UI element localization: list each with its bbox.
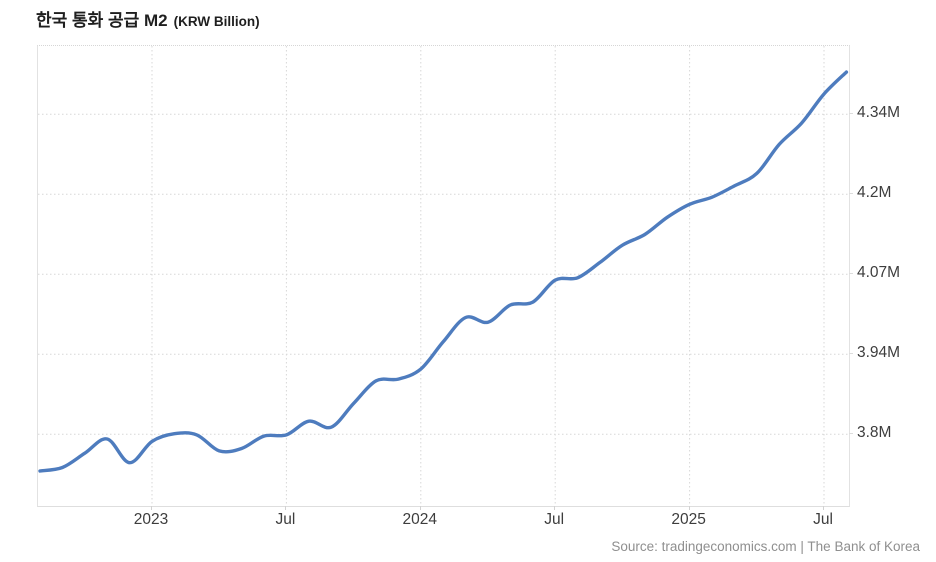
y-axis-label: 4.2M	[857, 184, 892, 202]
x-axis-tick	[285, 506, 287, 510]
y-axis-label: 4.34M	[857, 104, 901, 122]
x-axis-tick	[419, 506, 421, 510]
x-axis-label: Jul	[813, 511, 833, 528]
chart-title-text: 한국 통화 공급 M2	[36, 11, 168, 30]
x-axis-label: 2023	[133, 511, 169, 528]
x-axis-tick	[823, 506, 824, 510]
y-axis-tick	[849, 433, 853, 435]
m2-line-series	[38, 70, 849, 473]
plot-area[interactable]	[37, 45, 850, 507]
x-axis-tick	[688, 506, 690, 510]
source-attribution: Source: tradingeconomics.com | The Bank …	[611, 539, 920, 554]
y-axis-label: 3.94M	[857, 344, 901, 362]
chart-canvas[interactable]	[38, 46, 849, 506]
chart-title: 한국 통화 공급 M2 (KRW Billion)	[36, 6, 260, 31]
x-axis-tick	[151, 506, 152, 510]
y-axis-tick	[849, 113, 853, 115]
y-axis-label: 4.07M	[857, 264, 901, 282]
y-axis-tick	[849, 193, 853, 195]
x-axis-label: Jul	[544, 511, 565, 528]
y-axis-tick	[849, 273, 853, 275]
x-axis-tick	[554, 506, 556, 510]
x-axis-label: 2024	[402, 511, 438, 528]
y-axis-tick	[849, 353, 853, 355]
x-axis-label: Jul	[275, 511, 296, 528]
chart-title-unit: (KRW Billion)	[173, 14, 260, 29]
x-axis-label: 2025	[671, 511, 706, 528]
y-axis-label: 3.8M	[857, 424, 892, 442]
